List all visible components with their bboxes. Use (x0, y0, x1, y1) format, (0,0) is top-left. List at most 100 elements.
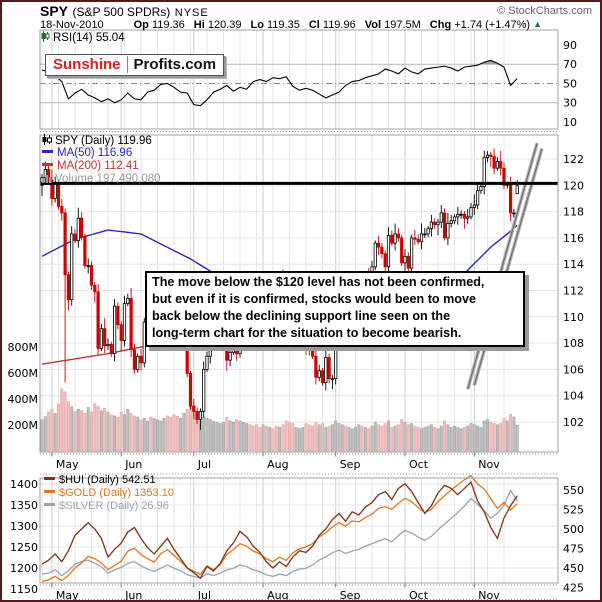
rsi-line (41, 59, 518, 107)
svg-text:30: 30 (563, 97, 577, 110)
quote-row: 18-Nov-2010 Op 119.36 Hi 120.39 Lo 119.35 Cl… (40, 19, 596, 31)
svg-text:122: 122 (563, 153, 584, 166)
gridlines (40, 30, 558, 590)
svg-text:Jul: Jul (197, 589, 211, 602)
svg-text:120: 120 (563, 179, 584, 192)
svg-text:1250: 1250 (10, 541, 38, 554)
symbol: SPY (40, 3, 69, 19)
high-label: Hi (193, 19, 205, 31)
ma200-legend: MA(200) 112.41 (42, 160, 139, 173)
svg-text:Aug: Aug (267, 589, 288, 602)
sunshine-profits-watermark: Sunshine Profits.com (45, 54, 225, 76)
rsi-legend-label: RSI(14) 55.04 (53, 32, 125, 44)
open-label: Op (133, 19, 149, 31)
change-value: +1.74 (+1.47%) (454, 19, 531, 31)
svg-text:1300: 1300 (10, 520, 38, 533)
svg-text:500: 500 (563, 523, 584, 536)
svg-text:Jun: Jun (124, 458, 142, 471)
watermark-part1: Sunshine (53, 56, 128, 73)
hui-line (41, 481, 518, 580)
svg-text:Sep: Sep (340, 458, 361, 471)
svg-text:Nov: Nov (478, 458, 500, 471)
svg-text:1150: 1150 (10, 583, 38, 596)
volume-value: 197.5M (384, 19, 421, 31)
open-value: 119.36 (151, 19, 185, 31)
svg-text:102: 102 (563, 416, 584, 429)
svg-text:Oct: Oct (409, 458, 429, 471)
svg-text:114: 114 (563, 258, 584, 271)
annotation-box: The move below the $120 level has not be… (145, 271, 525, 347)
rsi-axis-labels: 90 70 50 30 10 (563, 39, 577, 129)
volume-label: Vol (364, 19, 382, 31)
volume-legend: Volume 197,490,080 (42, 173, 161, 186)
svg-text:550: 550 (563, 484, 584, 497)
svg-text:118: 118 (563, 206, 584, 219)
month-axis: May Jun Jul Aug Sep Oct Nov May Jun Jul Aug Sep Oct N… (40, 131, 558, 602)
high-value: 120.39 (207, 19, 242, 31)
svg-text:Sep: Sep (340, 589, 361, 602)
svg-text:1350: 1350 (10, 499, 38, 512)
change-label: Chg (429, 19, 452, 31)
close-value: 119.96 (322, 19, 356, 31)
svg-text:475: 475 (563, 543, 584, 556)
silver-legend-label: $SILVER (Daily) 26.96 (59, 500, 169, 512)
gold-swatch-icon (44, 490, 55, 493)
svg-text:May: May (56, 458, 79, 471)
price-axis-labels: 122 120 118 116 114 112 110 108 106 104 102 800M 600… (8, 153, 585, 432)
svg-text:450: 450 (563, 562, 584, 575)
svg-text:108: 108 (563, 337, 584, 350)
ma200-swatch-icon (42, 163, 53, 166)
spy-candlestick-icon (42, 134, 52, 145)
svg-text:70: 70 (563, 58, 577, 71)
svg-text:Nov: Nov (478, 589, 500, 602)
svg-text:10: 10 (563, 116, 577, 129)
svg-text:116: 116 (563, 232, 584, 245)
silver-line (41, 488, 518, 579)
rsi-candlestick-icon (41, 31, 50, 42)
spy-legend: SPY (Daily) 119.96 (42, 134, 152, 148)
ma50-legend-label: MA(50) 116.96 (57, 147, 133, 159)
svg-text:90: 90 (563, 39, 577, 52)
silver-swatch-icon (44, 503, 55, 506)
volume-legend-label: Volume 197,490,080 (55, 173, 161, 185)
svg-text:1200: 1200 (10, 562, 38, 575)
svg-text:Aug: Aug (267, 458, 288, 471)
rsi-legend: RSI(14) 55.04 (41, 31, 125, 45)
svg-text:Oct: Oct (409, 589, 429, 602)
svg-text:50: 50 (563, 77, 577, 90)
svg-text:110: 110 (563, 311, 584, 324)
chart-header: SPY (S&P 500 SPDRs) NYSE © StockCharts.c… (40, 3, 594, 19)
metals-axis-labels: 1400 1350 1300 1250 1200 1150 550 525 500 475 450 4… (10, 478, 584, 596)
hui-legend: $HUI (Daily) 542.51 (44, 474, 156, 487)
gold-legend-label: $GOLD (Daily) 1353.10 (59, 487, 174, 499)
svg-text:May: May (56, 589, 79, 602)
symbol-name: (S&P 500 SPDRs) (72, 5, 171, 19)
metals-panel (41, 474, 518, 583)
panel-borders (39, 29, 559, 584)
silver-legend: $SILVER (Daily) 26.96 (44, 500, 169, 513)
spy-legend-label: SPY (Daily) 119.96 (55, 135, 152, 147)
ma50-legend: MA(50) 116.96 (42, 147, 132, 160)
svg-text:1400: 1400 (10, 478, 38, 491)
rsi-overbought-fill (479, 60, 500, 65)
svg-text:525: 525 (563, 504, 584, 517)
volume-bars (40, 388, 519, 452)
svg-text:800M: 800M (8, 341, 39, 354)
stockcharts-copyright: © StockCharts.com (497, 5, 592, 17)
ma200-legend-label: MA(200) 112.41 (57, 160, 139, 172)
svg-text:Jul: Jul (197, 458, 211, 471)
quote-date: 18-Nov-2010 (40, 19, 104, 31)
hui-swatch-icon (44, 477, 55, 480)
up-arrow-icon: ▲ (533, 19, 543, 29)
svg-text:200M: 200M (8, 419, 39, 432)
svg-text:112: 112 (563, 285, 584, 298)
svg-text:Jun: Jun (124, 589, 142, 602)
watermark-part2: Profits.com (133, 56, 217, 73)
ma50-swatch-icon (42, 150, 53, 153)
close-label: Cl (308, 19, 320, 31)
svg-text:425: 425 (563, 582, 584, 595)
exchange: NYSE (174, 7, 209, 19)
low-value: 119.35 (267, 19, 300, 31)
